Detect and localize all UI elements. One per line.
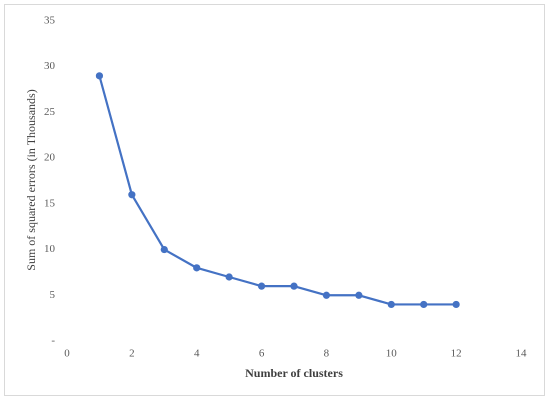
x-tick-label: 2 xyxy=(129,348,135,360)
y-tick-label: - xyxy=(51,335,55,347)
x-tick-label: 10 xyxy=(386,348,398,360)
x-tick-label: 14 xyxy=(516,348,528,360)
data-point xyxy=(355,291,363,299)
chart-border xyxy=(4,4,545,396)
x-tick-label: 8 xyxy=(324,348,330,360)
x-tick-label: 4 xyxy=(194,348,200,360)
y-tick-label: 35 xyxy=(44,15,56,27)
x-tick-label: 0 xyxy=(64,348,70,360)
y-tick-label: 20 xyxy=(44,152,56,164)
data-point xyxy=(225,273,233,281)
data-point xyxy=(128,191,136,199)
data-point xyxy=(322,291,331,299)
y-tick-label: 10 xyxy=(44,243,56,255)
data-point xyxy=(95,72,104,80)
data-point xyxy=(420,300,428,309)
x-tick-label: 12 xyxy=(451,348,462,360)
data-point xyxy=(452,300,460,309)
data-point xyxy=(387,300,395,309)
data-point xyxy=(193,264,201,272)
data-point xyxy=(160,245,168,254)
y-tick-label: 5 xyxy=(50,289,56,301)
x-axis-title: Number of clusters xyxy=(245,366,343,380)
y-tick-label: 15 xyxy=(44,197,56,209)
x-tick-label: 6 xyxy=(259,348,265,360)
y-tick-label: 30 xyxy=(44,60,56,72)
data-line xyxy=(98,75,457,306)
data-point xyxy=(290,282,298,290)
y-tick-label: 25 xyxy=(44,106,56,118)
y-axis-title: Sum of squared errors (in Thousands) xyxy=(24,89,38,270)
data-point xyxy=(257,282,266,290)
